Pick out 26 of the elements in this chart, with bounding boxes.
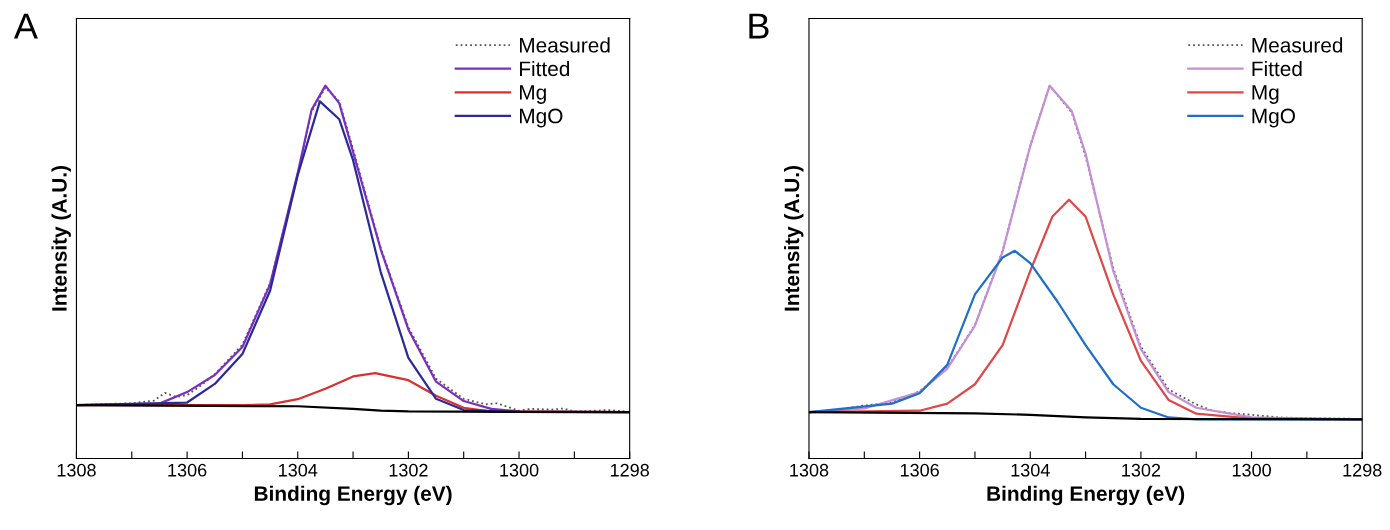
x-tick-label: 1304 — [1011, 463, 1050, 477]
legend-label: Mg — [520, 85, 546, 104]
x-tick-label: 1298 — [610, 463, 649, 477]
legend-label: Measured — [1252, 37, 1343, 53]
x-tick-label: 1308 — [790, 463, 829, 477]
x-tick-label: 1300 — [1232, 463, 1271, 477]
text: A — [13, 13, 38, 39]
legend-label: Measured — [520, 37, 610, 53]
x-tick-label: 1300 — [500, 463, 539, 477]
x-tick-label: 1298 — [1343, 463, 1382, 477]
x-tick-label: 1306 — [900, 463, 939, 477]
legend-label: Fitted — [1252, 60, 1302, 77]
legend-label: Mg — [1252, 85, 1279, 104]
x-tick-label: 1302 — [1122, 463, 1161, 477]
x-tick-label: 1304 — [279, 463, 318, 477]
x-axis-title: Binding Energy (eV) — [987, 485, 1185, 506]
x-tick-label: 1308 — [57, 463, 96, 477]
x-tick-label: 1302 — [389, 463, 428, 477]
y-axis-title: Intensity (A.U.) — [51, 166, 71, 311]
legend-label: MgO — [520, 108, 563, 128]
x-axis-title: Binding Energy (eV) — [254, 485, 452, 506]
legend-label: Fitted — [520, 60, 570, 77]
x-tick-label: 1306 — [168, 463, 207, 477]
text: B — [749, 13, 769, 39]
y-axis-title: Intensity (A.U.) — [784, 166, 804, 311]
legend-label: MgO — [1252, 108, 1295, 128]
